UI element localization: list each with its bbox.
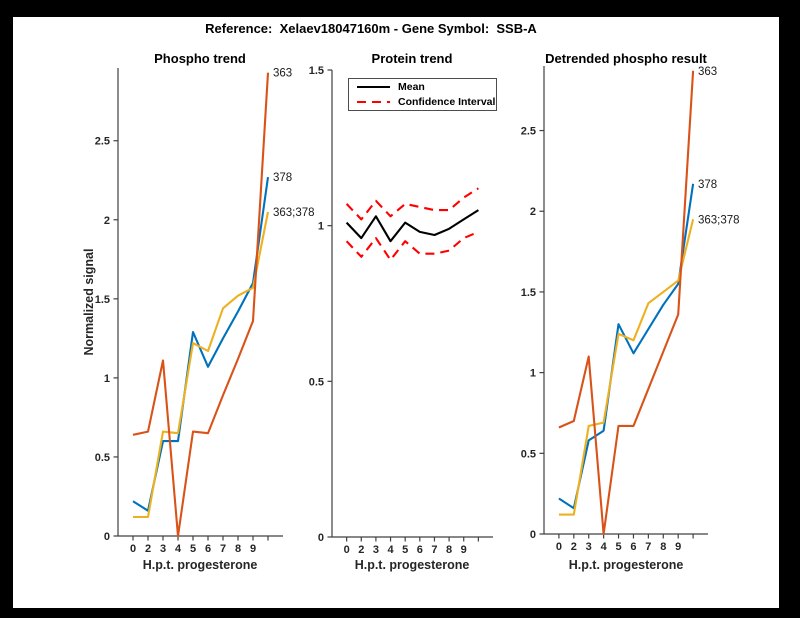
x-tick-label: 4: [175, 543, 182, 555]
y-axis-label: Normalized signal: [82, 248, 96, 356]
series-end-label-363: 363: [273, 68, 292, 80]
y-tick-label: 2.5: [521, 126, 536, 138]
series-line-363-378: [558, 219, 695, 516]
series-line-363-378: [133, 211, 270, 519]
series-line-CI-upper: [345, 187, 479, 221]
y-tick-label: 2: [104, 215, 110, 227]
subplot-protein-title: Protein trend: [371, 51, 453, 66]
series-end-label-363: 363: [698, 66, 717, 78]
y-tick-label: 0: [104, 531, 110, 543]
x-tick-label: 3: [160, 543, 166, 555]
subplot-phospho-title: Phospho trend: [154, 51, 246, 66]
x-axis-label-3: H.p.t. progesterone: [568, 558, 684, 572]
x-tick-label: 2: [358, 544, 364, 556]
x-tick-label: 6: [417, 544, 423, 556]
series-line-363: [558, 70, 695, 536]
y-tick-label: 0.5: [521, 448, 536, 460]
x-tick-label: 6: [630, 541, 636, 553]
x-tick-label: 9: [675, 541, 681, 553]
series-end-label-363-378: 363;378: [698, 214, 740, 226]
y-tick-label: 1: [104, 373, 110, 385]
x-tick-label: 3: [373, 544, 379, 556]
y-tick-label: 2.5: [95, 136, 110, 148]
x-tick-label: 7: [645, 541, 651, 553]
series-line-363: [132, 72, 270, 538]
series-end-label-378: 378: [273, 172, 292, 184]
x-tick-label: 5: [615, 541, 621, 553]
x-tick-label: 9: [250, 543, 256, 555]
y-tick-label: 0: [318, 532, 324, 544]
y-tick-label: 1.5: [521, 287, 536, 299]
x-tick-label: 9: [461, 544, 467, 556]
x-tick-label: 7: [220, 543, 226, 555]
x-axis-label-1: H.p.t. progesterone: [142, 558, 258, 572]
x-axis-label-2: H.p.t. progesterone: [354, 558, 470, 572]
series-end-label-363-378: 363;378: [273, 207, 315, 219]
legend: Mean Confidence Interval: [348, 78, 497, 111]
legend-label-mean: Mean: [398, 81, 425, 93]
y-tick-label: 1: [318, 221, 324, 233]
x-tick-label: 5: [402, 544, 408, 556]
series-line-CI-lower: [345, 230, 479, 261]
x-tick-label: 3: [586, 541, 592, 553]
series-end-label-378: 378: [698, 179, 717, 191]
legend-label-ci: Confidence Interval: [398, 96, 496, 108]
x-tick-label: 0: [556, 541, 562, 553]
x-tick-label: 0: [344, 544, 350, 556]
x-tick-label: 7: [431, 544, 437, 556]
y-tick-label: 1: [530, 368, 536, 380]
series-line-378: [132, 176, 270, 512]
legend-row-ci: Confidence Interval: [349, 95, 496, 109]
figure-canvas: [13, 17, 779, 608]
series-line-Mean: [345, 209, 479, 243]
x-tick-label: 4: [387, 544, 394, 556]
y-tick-label: 0.5: [95, 452, 110, 464]
series-line-378: [558, 183, 695, 510]
y-tick-label: 1.5: [95, 294, 110, 306]
x-tick-label: 5: [190, 543, 196, 555]
x-tick-label: 2: [571, 541, 577, 553]
figure-title: Reference: Xelaev18047160m - Gene Symbol…: [205, 21, 537, 36]
x-tick-label: 4: [601, 541, 608, 553]
legend-dashed-line-icon: [357, 100, 390, 104]
x-tick-label: 8: [446, 544, 452, 556]
legend-row-mean: Mean: [349, 80, 496, 94]
y-tick-label: 1.5: [309, 65, 324, 77]
y-tick-label: 2: [530, 206, 536, 218]
subplot-detrended-title: Detrended phospho result: [545, 51, 707, 66]
x-tick-label: 2: [145, 543, 151, 555]
x-tick-label: 8: [235, 543, 241, 555]
legend-solid-line-icon: [357, 85, 390, 89]
x-tick-label: 0: [130, 543, 136, 555]
x-tick-label: 6: [205, 543, 211, 555]
y-tick-label: 0: [530, 529, 536, 541]
x-tick-label: 8: [660, 541, 666, 553]
y-tick-label: 0.5: [309, 376, 324, 388]
